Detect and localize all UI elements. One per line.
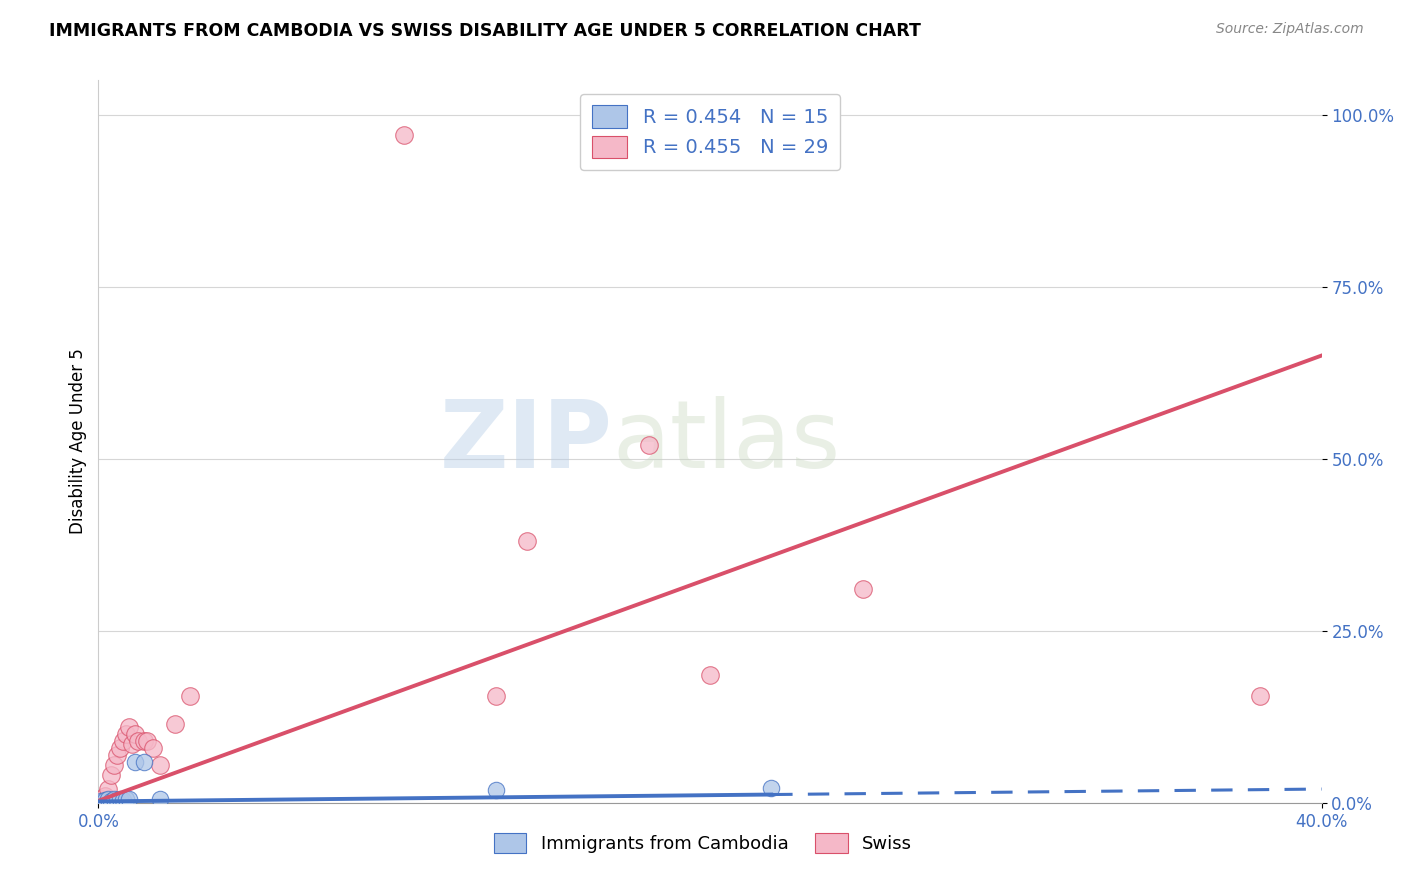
Legend: R = 0.454   N = 15, R = 0.455   N = 29: R = 0.454 N = 15, R = 0.455 N = 29 [581,94,839,169]
Point [485,783,508,797]
Text: atlas: atlas [612,395,841,488]
Point [100,768,122,782]
Point [111,734,134,748]
Point [790,128,813,143]
Point [485,689,508,703]
Point [111,793,134,807]
Point [118,792,141,806]
Point [90,794,112,808]
Point [124,755,146,769]
Point [149,792,172,806]
Text: Source: ZipAtlas.com: Source: ZipAtlas.com [1216,22,1364,37]
Point [115,727,138,741]
Point [142,740,165,755]
Point [136,734,159,748]
Point [93,793,115,807]
Point [516,534,538,549]
Point [852,582,875,597]
Text: IMMIGRANTS FROM CAMBODIA VS SWISS DISABILITY AGE UNDER 5 CORRELATION CHART: IMMIGRANTS FROM CAMBODIA VS SWISS DISABI… [49,22,921,40]
Point [392,128,416,143]
Point [97,792,120,806]
Point [179,689,201,703]
Point [90,792,112,806]
Point [637,438,661,452]
Text: ZIP: ZIP [439,395,612,488]
Point [134,734,156,748]
Point [108,791,131,805]
Point [1249,689,1271,703]
Point [121,737,143,751]
Point [127,734,149,748]
Point [103,791,125,805]
Point [115,792,138,806]
Point [100,794,122,808]
Point [124,727,146,741]
Point [105,793,128,807]
Point [105,747,128,762]
Point [97,782,120,797]
Point [108,740,131,755]
Point [149,758,172,772]
Point [699,668,721,682]
Point [134,755,156,769]
Point [759,780,782,795]
Point [163,716,186,731]
Point [93,789,115,803]
Y-axis label: Disability Age Under 5: Disability Age Under 5 [69,349,87,534]
Point [118,720,141,734]
Legend: Immigrants from Cambodia, Swiss: Immigrants from Cambodia, Swiss [486,825,920,861]
Point [103,758,125,772]
